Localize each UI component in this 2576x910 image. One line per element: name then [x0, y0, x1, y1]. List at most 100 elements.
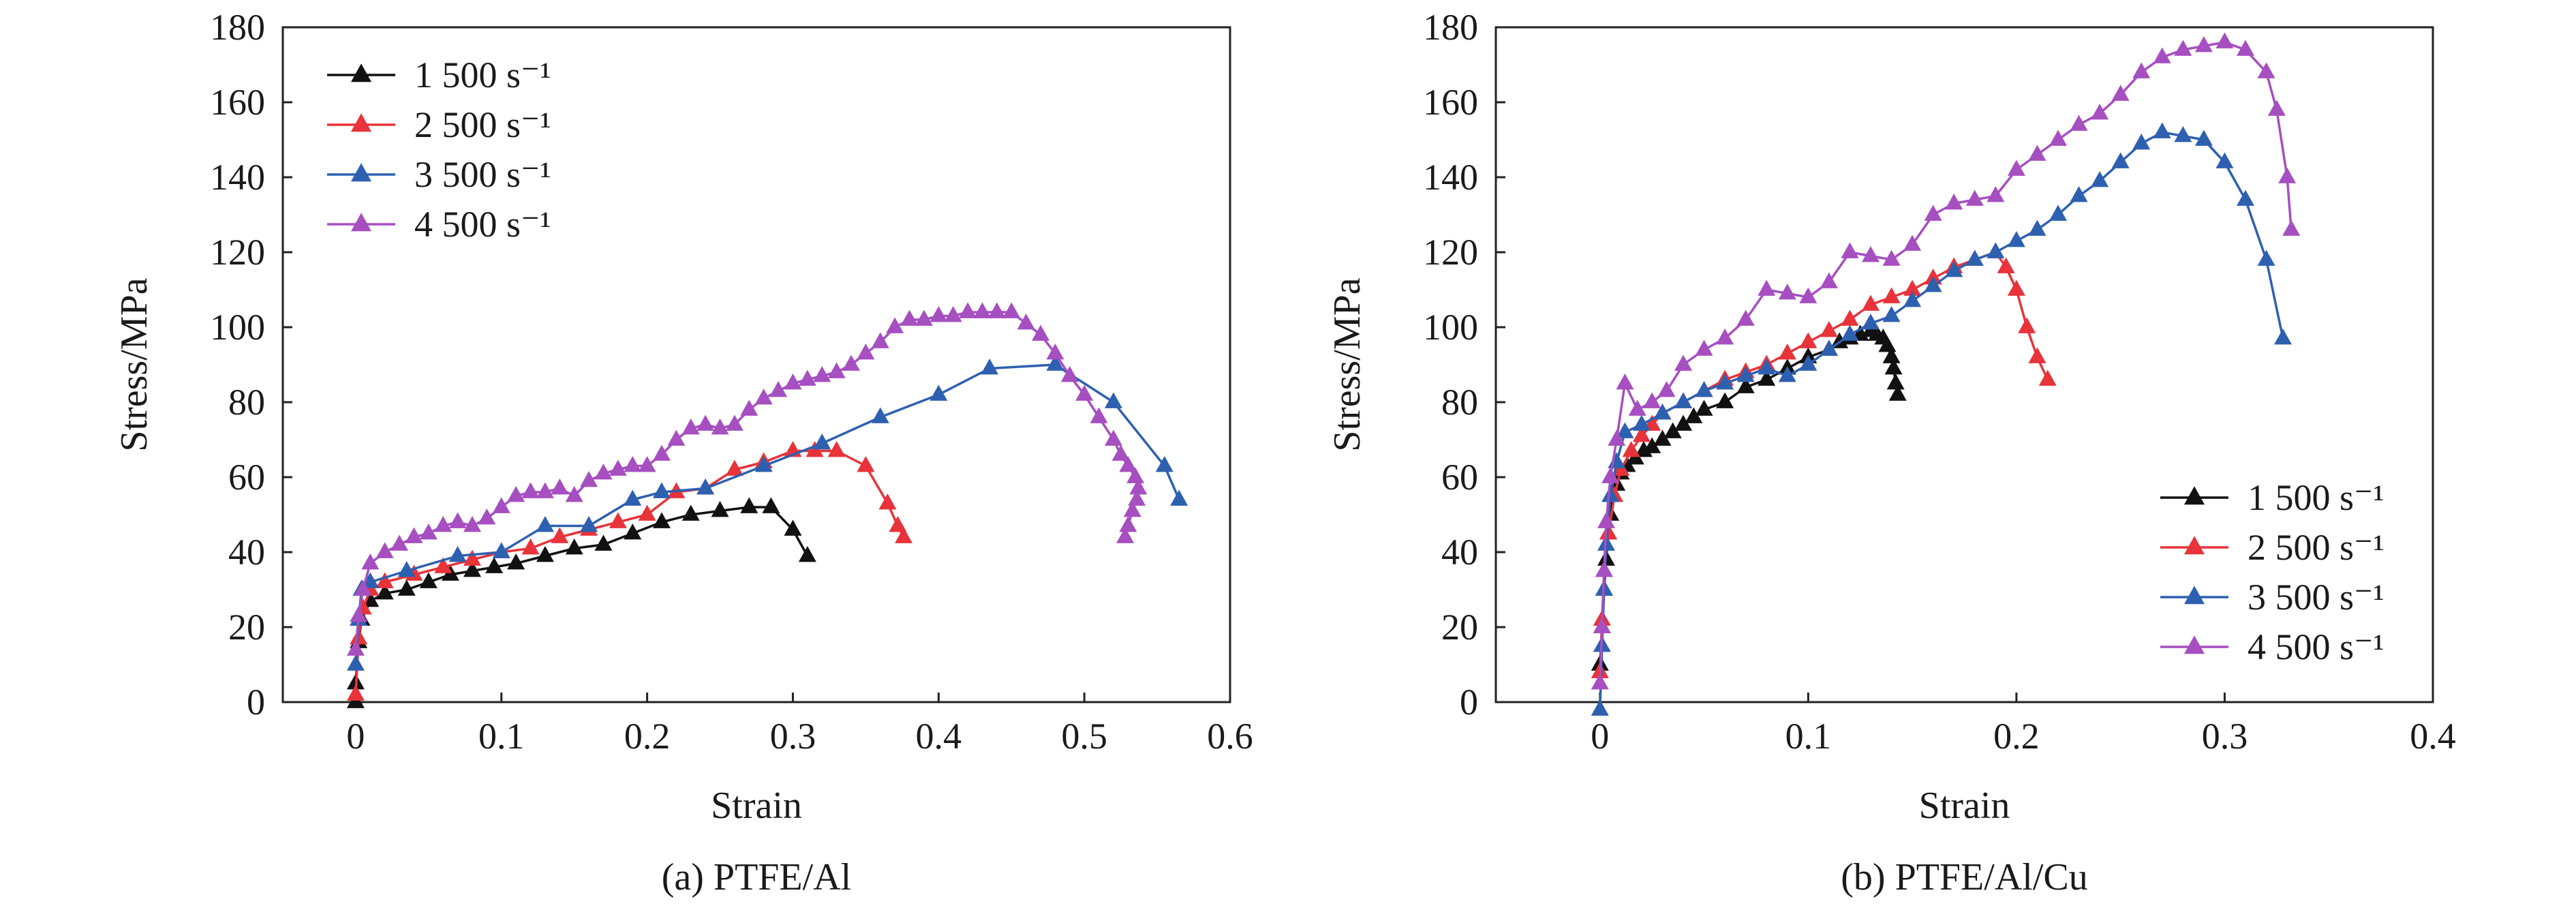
data-point-marker: [740, 497, 758, 513]
data-point-marker: [1924, 204, 1942, 221]
data-point-marker: [653, 512, 671, 528]
data-point-marker: [2282, 219, 2301, 236]
data-point-marker: [813, 433, 831, 450]
data-point-marker: [1685, 407, 1703, 423]
data-point-marker: [1903, 234, 1922, 251]
data-point-marker: [1758, 279, 1776, 296]
data-point-marker: [594, 463, 613, 480]
data-point-marker: [930, 384, 948, 401]
data-point-marker: [624, 523, 642, 540]
y-tick-label: 120: [1423, 232, 1478, 273]
data-point-marker: [915, 309, 933, 326]
x-tick-label: 0.4: [2410, 716, 2456, 757]
data-point-marker: [871, 407, 889, 423]
legend-marker: [351, 63, 371, 82]
data-point-marker: [1593, 617, 1611, 633]
data-point-marker: [2132, 62, 2151, 78]
data-point-marker: [769, 380, 788, 397]
data-point-marker: [827, 362, 846, 378]
data-point-marker: [681, 504, 700, 521]
data-point-marker: [1601, 485, 1620, 502]
data-point-marker: [536, 482, 554, 498]
data-point-marker: [1674, 392, 1692, 408]
legend-label: 2 500 s⁻¹: [414, 104, 551, 145]
data-point-marker: [609, 459, 627, 476]
data-point-marker: [1657, 380, 1676, 397]
data-point-marker: [1882, 249, 1901, 266]
data-point-marker: [1622, 440, 1640, 457]
y-tick-label: 0: [1460, 682, 1478, 723]
data-point-marker: [2018, 317, 2036, 333]
legend-label: 4 500 s⁻¹: [2248, 626, 2385, 667]
legend: 1 500 s⁻¹ 2 500 s⁻¹ 3 500 s⁻¹ 4 500 s⁻¹: [327, 55, 551, 245]
data-point-marker: [711, 500, 729, 517]
data-point-marker: [1653, 429, 1672, 446]
data-point-marker: [1591, 699, 1609, 716]
data-point-marker: [1882, 305, 1901, 322]
data-point-marker: [1820, 339, 1838, 356]
x-tick-label: 0.2: [1993, 716, 2040, 757]
data-point-marker: [1862, 245, 1880, 262]
data-point-marker: [1799, 332, 1818, 348]
data-point-marker: [1104, 392, 1122, 408]
data-point-marker: [2174, 125, 2192, 142]
legend-marker: [2184, 486, 2205, 505]
data-point-marker: [1862, 313, 1880, 330]
data-point-marker: [2257, 62, 2275, 78]
y-tick-label: 100: [210, 307, 265, 348]
legend-marker: [351, 163, 371, 182]
data-point-marker: [1104, 429, 1122, 446]
series-line: [1599, 251, 2049, 673]
data-point-marker: [1643, 437, 1661, 453]
data-point-marker: [492, 497, 510, 513]
data-point-marker: [725, 459, 743, 476]
data-point-marker: [1945, 260, 1963, 277]
data-point-marker: [1820, 320, 1838, 337]
data-point-marker: [1616, 373, 1634, 390]
data-point-marker: [361, 572, 380, 588]
data-point-marker: [1903, 290, 1922, 307]
data-point-marker: [1778, 365, 1796, 382]
x-tick-label: 0.1: [478, 716, 525, 757]
y-tick-label: 40: [1441, 532, 1478, 573]
data-point-marker: [1119, 455, 1137, 472]
data-point-marker: [448, 545, 467, 562]
data-point-marker: [1778, 343, 1796, 360]
x-tick-label: 0.3: [770, 716, 816, 757]
data-point-marker: [754, 388, 773, 405]
data-point-marker: [1924, 275, 1942, 292]
data-point-marker: [2153, 47, 2171, 63]
y-tick-label: 40: [228, 532, 265, 573]
data-point-marker: [350, 605, 368, 622]
data-point-marker: [2278, 167, 2297, 183]
data-point-marker: [536, 545, 554, 562]
data-point-marker: [1695, 399, 1713, 416]
data-point-marker: [1841, 242, 1859, 258]
legend-label: 2 500 s⁻¹: [2248, 527, 2385, 568]
data-point-marker: [1888, 384, 1907, 401]
legend-label: 1 500 s⁻¹: [2248, 477, 2385, 518]
series-3: [346, 354, 1189, 671]
panel-caption: (b) PTFE/Al/Cu: [1841, 856, 2087, 898]
plot-frame: [1494, 26, 2434, 703]
data-point-marker: [1799, 287, 1818, 303]
x-axis-label: Strain: [711, 785, 802, 827]
data-point-marker: [1591, 673, 1609, 690]
y-tick-label: 160: [1423, 82, 1478, 123]
y-axis-label: Stress/MPa: [1326, 277, 1368, 451]
data-point-marker: [2028, 145, 2046, 161]
data-point-marker: [1075, 384, 1094, 401]
data-point-marker: [594, 534, 613, 551]
data-point-marker: [448, 512, 467, 528]
data-point-marker: [959, 302, 977, 318]
data-point-marker: [419, 523, 438, 540]
legend-marker: [351, 113, 371, 132]
data-point-marker: [784, 373, 802, 390]
series-1: [346, 497, 816, 708]
data-point-marker: [478, 508, 496, 525]
data-point-marker: [987, 302, 1006, 318]
data-point-marker: [521, 482, 540, 498]
legend-marker: [2184, 536, 2205, 555]
data-point-marker: [1595, 560, 1613, 577]
